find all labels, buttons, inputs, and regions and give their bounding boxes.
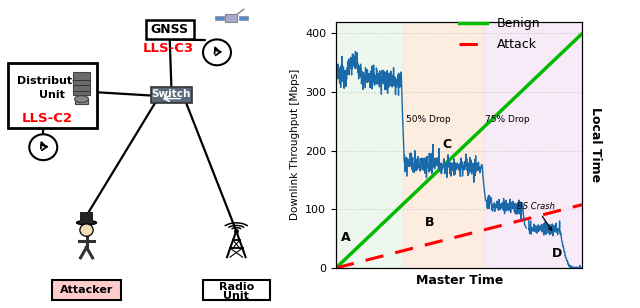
Text: BS Crash: BS Crash (517, 202, 555, 230)
Text: 75% Drop: 75% Drop (485, 116, 530, 124)
Ellipse shape (75, 95, 88, 102)
X-axis label: Master Time: Master Time (415, 274, 503, 286)
Ellipse shape (77, 221, 97, 225)
Y-axis label: Downlink Throughput [Mbps]: Downlink Throughput [Mbps] (289, 69, 300, 221)
Text: Unit: Unit (40, 91, 65, 100)
Text: Distributed: Distributed (17, 76, 88, 86)
Bar (214, 16, 224, 20)
Text: LLS-C3: LLS-C3 (143, 42, 194, 55)
Bar (239, 16, 248, 20)
Bar (8, 63, 97, 128)
Bar (484, 22, 582, 268)
Bar (150, 87, 192, 103)
Circle shape (29, 134, 57, 160)
Text: Unit: Unit (223, 291, 249, 301)
Bar (146, 20, 194, 39)
Bar (75, 99, 88, 104)
Text: A: A (341, 231, 351, 244)
Text: Attacker: Attacker (60, 285, 113, 295)
Text: Radio: Radio (219, 282, 254, 292)
Text: LLS-C2: LLS-C2 (22, 112, 73, 125)
Bar (225, 14, 237, 22)
Legend: Benign, Attack: Benign, Attack (454, 12, 545, 56)
Circle shape (80, 224, 93, 236)
Circle shape (203, 39, 231, 65)
Text: GNSS: GNSS (150, 23, 189, 36)
Text: D: D (552, 247, 562, 260)
Y-axis label: Local Time: Local Time (589, 107, 602, 182)
Text: Switch: Switch (152, 89, 191, 99)
Text: 50% Drop: 50% Drop (406, 116, 451, 124)
Bar (403, 22, 484, 268)
Bar (336, 22, 403, 268)
Text: C: C (442, 138, 451, 151)
Bar (52, 280, 122, 300)
Bar (203, 280, 269, 300)
Bar (73, 72, 90, 95)
Bar (80, 212, 93, 223)
Text: B: B (425, 216, 434, 229)
